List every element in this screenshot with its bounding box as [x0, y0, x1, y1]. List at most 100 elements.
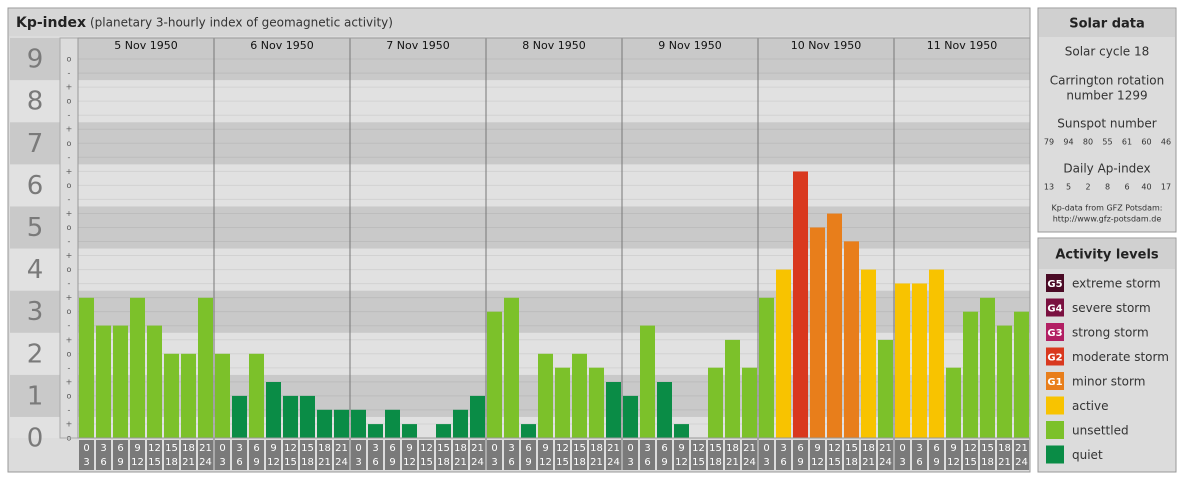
hour-label: 6: [644, 457, 650, 468]
bar: [895, 283, 910, 438]
hour-box: [606, 440, 621, 470]
hour-label: 9: [389, 457, 395, 468]
bar: [725, 339, 740, 438]
minor-tick-label: o: [67, 391, 72, 400]
y-tick-label: 5: [27, 213, 44, 243]
bar: [79, 297, 94, 438]
hour-label: 6: [780, 457, 786, 468]
hour-box: [810, 440, 825, 470]
hour-box: [572, 440, 587, 470]
hour-label: 12: [148, 443, 161, 454]
minor-tick-label: o: [67, 223, 72, 232]
hour-label: 3: [627, 457, 633, 468]
minor-tick-label: -: [68, 279, 71, 288]
hour-label: 12: [131, 457, 144, 468]
bar: [181, 353, 196, 438]
hour-box: [776, 440, 791, 470]
minor-tick-label: +: [66, 125, 73, 134]
hour-box: [232, 440, 247, 470]
hour-box: [708, 440, 723, 470]
hour-box: [827, 440, 842, 470]
bar: [249, 353, 264, 438]
y-tick-label: 1: [27, 381, 44, 411]
bar: [640, 325, 655, 438]
hour-label: 3: [236, 443, 242, 454]
hour-box: [436, 440, 451, 470]
hour-box: [419, 440, 434, 470]
title-bar: [9, 9, 1029, 36]
day-label: 10 Nov 1950: [791, 39, 861, 52]
hour-box: [725, 440, 740, 470]
y-label-box: [10, 416, 60, 438]
hour-box: [402, 440, 417, 470]
hour-label: 12: [284, 443, 297, 454]
hour-label: 21: [607, 443, 620, 454]
hour-label: 12: [267, 457, 280, 468]
levels-header: [1039, 239, 1175, 269]
ap-title: Daily Ap-index: [1063, 162, 1150, 176]
hour-label: 9: [406, 443, 412, 454]
minor-tick-label: -: [68, 195, 71, 204]
bar: [300, 395, 315, 438]
hour-label: 18: [726, 443, 739, 454]
minor-tick-label: +: [66, 251, 73, 260]
hour-box: [640, 440, 655, 470]
legend-label: unsettled: [1072, 424, 1129, 438]
hour-label: 9: [950, 443, 956, 454]
sunspot-value: 80: [1083, 138, 1093, 147]
source: Kp-data from GFZ Potsdam:: [1052, 204, 1163, 213]
y-label-box: [10, 38, 60, 81]
hour-box: [453, 440, 468, 470]
y-label-box: [10, 374, 60, 417]
hour-label: 9: [542, 443, 548, 454]
minor-tick-label: o: [67, 349, 72, 358]
hour-box: [249, 440, 264, 470]
bar: [997, 325, 1012, 438]
legend-swatch: [1046, 396, 1064, 415]
bar: [810, 227, 825, 438]
hour-label: 6: [933, 443, 939, 454]
hour-label: 0: [491, 443, 497, 454]
sunspot-value: 55: [1102, 138, 1112, 147]
hour-label: 21: [318, 457, 331, 468]
legend-label: extreme storm: [1072, 277, 1161, 291]
day-label: 9 Nov 1950: [658, 39, 721, 52]
legend-swatch: [1046, 298, 1064, 317]
hour-label: 6: [253, 443, 259, 454]
hour-label: 3: [899, 457, 905, 468]
hour-label: 9: [134, 443, 140, 454]
ap-value: 40: [1141, 183, 1151, 192]
hour-box: [283, 440, 298, 470]
y-tick-label: 4: [27, 255, 44, 285]
hour-label: 9: [661, 457, 667, 468]
legend-swatch: [1046, 347, 1064, 366]
hour-label: 15: [828, 457, 841, 468]
hour-label: 21: [1015, 443, 1028, 454]
ap-value: 5: [1066, 183, 1071, 192]
hour-box: [300, 440, 315, 470]
bar: [759, 297, 774, 438]
legend-label: quiet: [1072, 448, 1103, 462]
plot-frame: [77, 37, 1031, 439]
bar: [266, 382, 281, 438]
legend-code: G3: [1047, 328, 1062, 339]
bar: [623, 395, 638, 438]
hour-label: 18: [981, 457, 994, 468]
levels-title: Activity levels: [1055, 248, 1159, 263]
hour-box: [657, 440, 672, 470]
hour-box: [215, 440, 230, 470]
hour-box: [759, 440, 774, 470]
minor-tick-label: o: [67, 181, 72, 190]
minor-tick-label: -: [68, 321, 71, 330]
hour-label: 18: [709, 457, 722, 468]
y-label-box: [10, 206, 60, 249]
hour-label: 12: [675, 457, 688, 468]
hour-label: 24: [743, 457, 756, 468]
carrington: number 1299: [1066, 89, 1147, 103]
hour-label: 21: [590, 457, 603, 468]
y-label-box: [10, 164, 60, 207]
bar: [164, 353, 179, 438]
grid-band: [78, 416, 1030, 438]
hour-label: 24: [607, 457, 620, 468]
hour-label: 18: [590, 443, 603, 454]
